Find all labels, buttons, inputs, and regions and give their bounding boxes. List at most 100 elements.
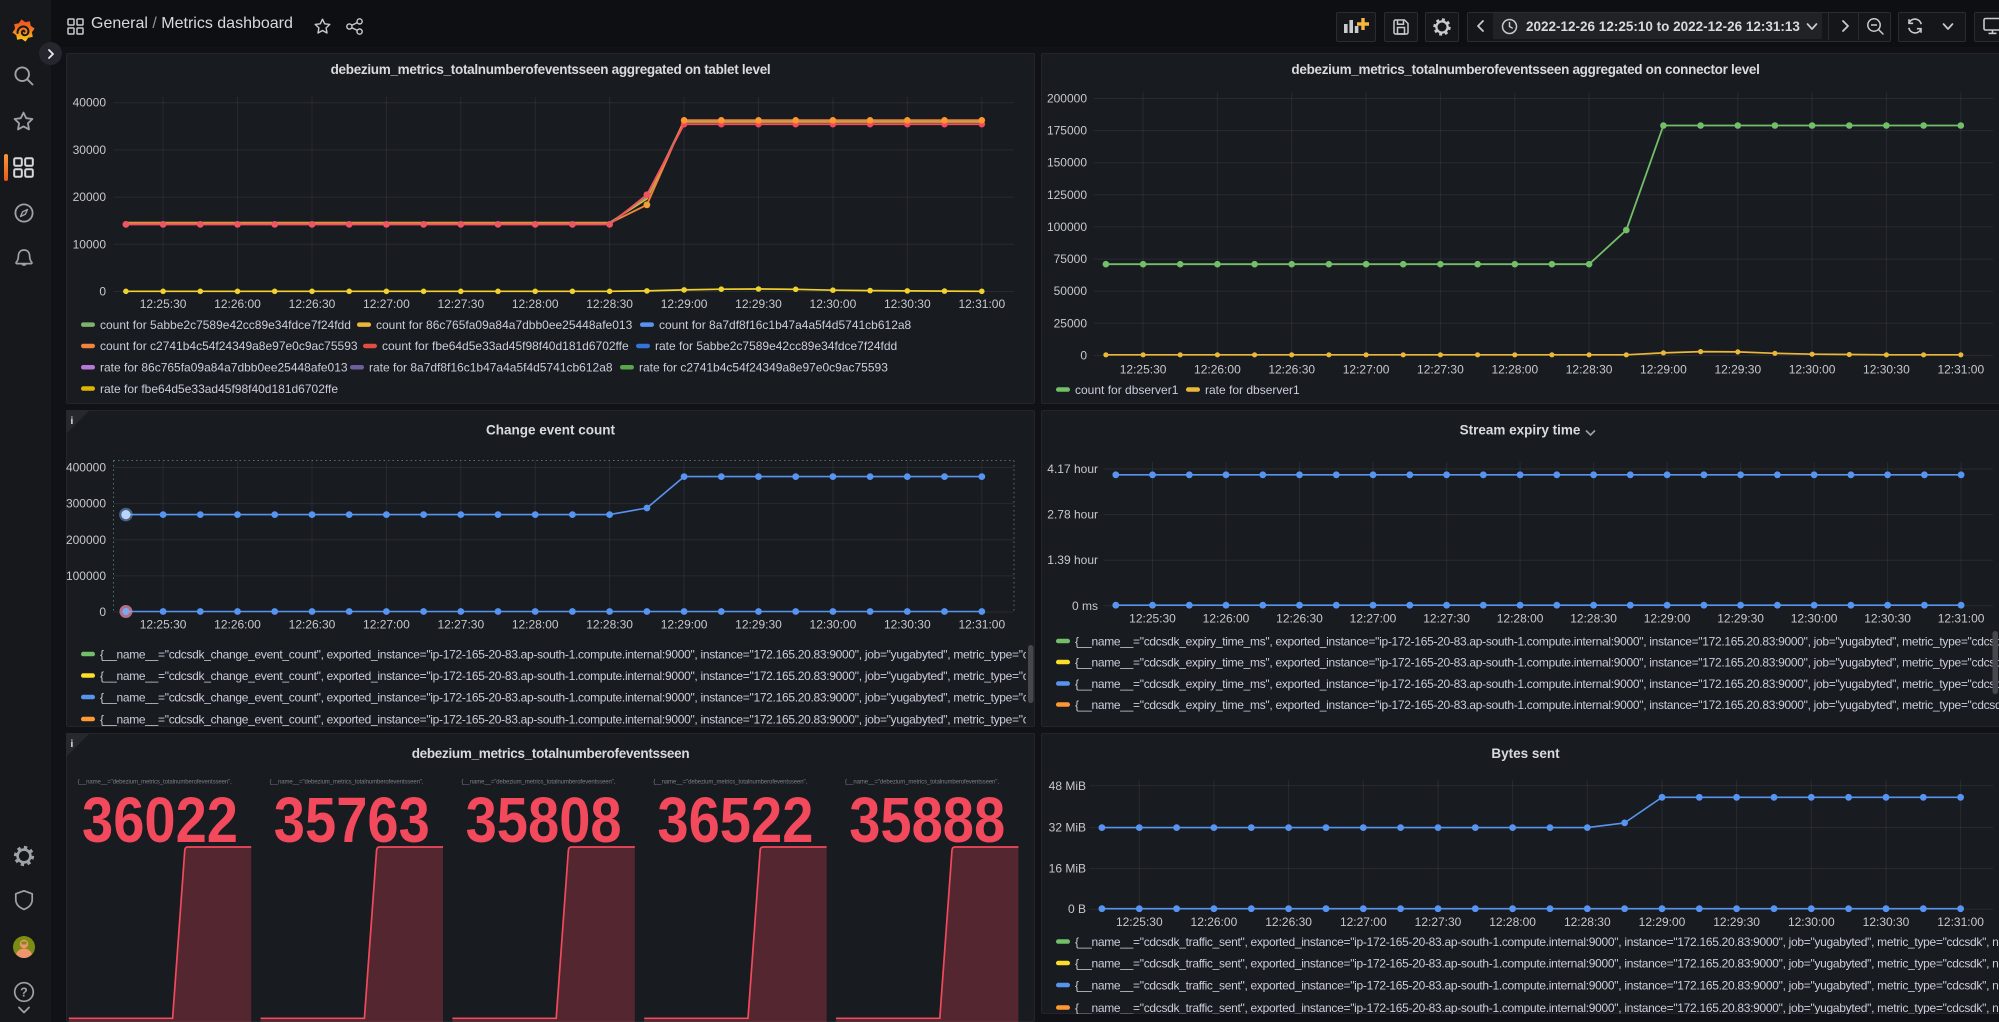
svg-text:12:29:00: 12:29:00 [1639, 915, 1686, 929]
svg-text:12:28:00: 12:28:00 [512, 297, 559, 311]
svg-text:12:26:00: 12:26:00 [214, 297, 261, 311]
svg-text:Change event count: Change event count [486, 423, 616, 438]
svg-text:debezium_metrics_totalnumberof: debezium_metrics_totalnumberofeventsseen [412, 746, 690, 761]
svg-text:12:31:00: 12:31:00 [958, 297, 1005, 311]
svg-text:12:26:30: 12:26:30 [1276, 612, 1323, 626]
svg-text:12:30:00: 12:30:00 [1789, 363, 1836, 377]
svg-text:count for fbe64d5e33ad45f98f40: count for fbe64d5e33ad45f98f40d181d6702f… [382, 339, 629, 353]
svg-text:12:27:30: 12:27:30 [437, 618, 484, 632]
svg-text:{__name__="debezium_metrics_to: {__name__="debezium_metrics_totalnumbero… [461, 780, 890, 786]
svg-text:32 MiB: 32 MiB [1049, 821, 1086, 835]
svg-text:12:28:30: 12:28:30 [1570, 612, 1617, 626]
svg-text:12:29:30: 12:29:30 [1714, 363, 1761, 377]
svg-text:35808: 35808 [466, 784, 622, 856]
svg-text:{__name__="debezium_metrics_to: {__name__="debezium_metrics_totalnumbero… [845, 780, 1035, 786]
svg-text:75000: 75000 [1054, 252, 1088, 266]
svg-text:12:26:30: 12:26:30 [1268, 363, 1315, 377]
svg-text:12:30:00: 12:30:00 [1788, 915, 1835, 929]
svg-text:12:26:30: 12:26:30 [289, 618, 336, 632]
svg-text:12:26:00: 12:26:00 [1203, 612, 1250, 626]
svg-text:rate for fbe64d5e33ad45f98f40d: rate for fbe64d5e33ad45f98f40d181d6702ff… [100, 382, 338, 396]
svg-text:175000: 175000 [1047, 124, 1087, 138]
svg-text:12:28:30: 12:28:30 [1566, 363, 1613, 377]
svg-text:12:27:00: 12:27:00 [1340, 915, 1387, 929]
svg-text:count for 86c765fa09a84a7dbb0e: count for 86c765fa09a84a7dbb0ee25448afe0… [376, 318, 633, 332]
svg-text:12:31:00: 12:31:00 [1938, 612, 1985, 626]
svg-text:12:29:30: 12:29:30 [735, 618, 782, 632]
svg-text:12:30:30: 12:30:30 [1863, 915, 1910, 929]
svg-text:12:29:30: 12:29:30 [1717, 612, 1764, 626]
svg-text:0 ms: 0 ms [1072, 599, 1098, 613]
svg-text:48 MiB: 48 MiB [1049, 779, 1086, 793]
svg-text:0: 0 [1080, 348, 1087, 362]
svg-text:30000: 30000 [73, 143, 107, 157]
svg-text:12:27:30: 12:27:30 [1415, 915, 1462, 929]
svg-text:count for 8a7df8f16c1b47a4a5f4: count for 8a7df8f16c1b47a4a5f4d5741cb612… [659, 318, 912, 332]
svg-text:12:28:30: 12:28:30 [586, 618, 633, 632]
svg-text:150000: 150000 [1047, 156, 1087, 170]
svg-text:12:31:00: 12:31:00 [958, 618, 1005, 632]
svg-text:35763: 35763 [274, 784, 430, 856]
svg-text:count for 5abbe2c7589e42cc89e3: count for 5abbe2c7589e42cc89e34fdce7f24f… [100, 318, 351, 332]
svg-text:36522: 36522 [657, 784, 813, 856]
svg-text:Stream expiry time: Stream expiry time [1460, 423, 1581, 438]
svg-text:12:29:30: 12:29:30 [735, 297, 782, 311]
svg-text:12:30:00: 12:30:00 [810, 618, 857, 632]
svg-text:{__name__="cdcsdk_change_event: {__name__="cdcsdk_change_event_count", e… [100, 712, 1035, 726]
svg-text:200000: 200000 [66, 533, 106, 547]
svg-text:20000: 20000 [73, 190, 107, 204]
svg-text:2.78 hour: 2.78 hour [1047, 508, 1098, 522]
svg-text:12:27:00: 12:27:00 [363, 618, 410, 632]
svg-text:36022: 36022 [82, 784, 238, 856]
svg-text:125000: 125000 [1047, 188, 1087, 202]
svg-text:0 B: 0 B [1068, 902, 1086, 916]
svg-text:{__name__="cdcsdk_expiry_time_: {__name__="cdcsdk_expiry_time_ms", expor… [1075, 634, 1999, 648]
svg-text:12:25:30: 12:25:30 [1129, 612, 1176, 626]
svg-text:12:27:30: 12:27:30 [1417, 363, 1464, 377]
svg-text:1.39 hour: 1.39 hour [1047, 553, 1098, 567]
svg-text:{__name__="cdcsdk_traffic_sent: {__name__="cdcsdk_traffic_sent", exporte… [1075, 956, 1999, 970]
svg-text:{__name__="cdcsdk_expiry_time_: {__name__="cdcsdk_expiry_time_ms", expor… [1075, 655, 1999, 669]
svg-text:12:31:00: 12:31:00 [1937, 363, 1984, 377]
svg-text:12:30:30: 12:30:30 [884, 297, 931, 311]
svg-text:{__name__="cdcsdk_change_event: {__name__="cdcsdk_change_event_count", e… [100, 690, 1035, 704]
svg-text:rate for c2741b4c54f24349a8e97: rate for c2741b4c54f24349a8e97e0c9ac7559… [639, 361, 888, 375]
svg-text:0: 0 [99, 605, 106, 619]
svg-text:0: 0 [99, 285, 106, 299]
svg-text:{__name__="cdcsdk_expiry_time_: {__name__="cdcsdk_expiry_time_ms", expor… [1075, 698, 1999, 712]
svg-text:{__name__="cdcsdk_traffic_sent: {__name__="cdcsdk_traffic_sent", exporte… [1075, 1001, 1999, 1014]
svg-text:12:25:30: 12:25:30 [140, 297, 187, 311]
svg-text:25000: 25000 [1054, 316, 1088, 330]
svg-text:12:29:00: 12:29:00 [661, 297, 708, 311]
svg-text:12:29:30: 12:29:30 [1713, 915, 1760, 929]
svg-text:12:27:30: 12:27:30 [1423, 612, 1470, 626]
svg-text:rate for 8a7df8f16c1b47a4a5f4d: rate for 8a7df8f16c1b47a4a5f4d5741cb612a… [369, 361, 613, 375]
svg-text:count for dbserver1: count for dbserver1 [1075, 383, 1179, 397]
svg-text:40000: 40000 [73, 96, 107, 110]
svg-text:{__name__="debezium_metrics_to: {__name__="debezium_metrics_totalnumbero… [78, 780, 507, 786]
svg-text:100000: 100000 [1047, 220, 1087, 234]
svg-text:?: ? [20, 986, 28, 1000]
svg-text:12:25:30: 12:25:30 [1116, 915, 1163, 929]
svg-text:12:26:00: 12:26:00 [1194, 363, 1241, 377]
svg-text:200000: 200000 [1047, 92, 1087, 106]
svg-text:12:29:00: 12:29:00 [1644, 612, 1691, 626]
svg-text:12:26:30: 12:26:30 [289, 297, 336, 311]
svg-text:4.17 hour: 4.17 hour [1047, 462, 1098, 476]
svg-text:12:30:30: 12:30:30 [1863, 363, 1910, 377]
svg-text:12:30:30: 12:30:30 [884, 618, 931, 632]
svg-text:12:30:30: 12:30:30 [1864, 612, 1911, 626]
svg-text:{__name__="debezium_metrics_to: {__name__="debezium_metrics_totalnumbero… [653, 780, 1035, 786]
svg-text:{__name__="cdcsdk_traffic_sent: {__name__="cdcsdk_traffic_sent", exporte… [1075, 935, 1999, 949]
svg-text:12:28:30: 12:28:30 [1564, 915, 1611, 929]
svg-text:rate for 86c765fa09a84a7dbb0ee: rate for 86c765fa09a84a7dbb0ee25448afe01… [100, 361, 348, 375]
svg-text:12:28:00: 12:28:00 [1491, 363, 1538, 377]
svg-text:12:28:00: 12:28:00 [1497, 612, 1544, 626]
svg-text:12:25:30: 12:25:30 [1120, 363, 1167, 377]
svg-text:35888: 35888 [849, 784, 1005, 856]
svg-text:i: i [71, 416, 74, 427]
svg-text:12:26:00: 12:26:00 [214, 618, 261, 632]
svg-text:Bytes sent: Bytes sent [1491, 746, 1560, 761]
svg-text:{__name__="cdcsdk_expiry_time_: {__name__="cdcsdk_expiry_time_ms", expor… [1075, 677, 1999, 691]
svg-text:12:27:30: 12:27:30 [437, 297, 484, 311]
